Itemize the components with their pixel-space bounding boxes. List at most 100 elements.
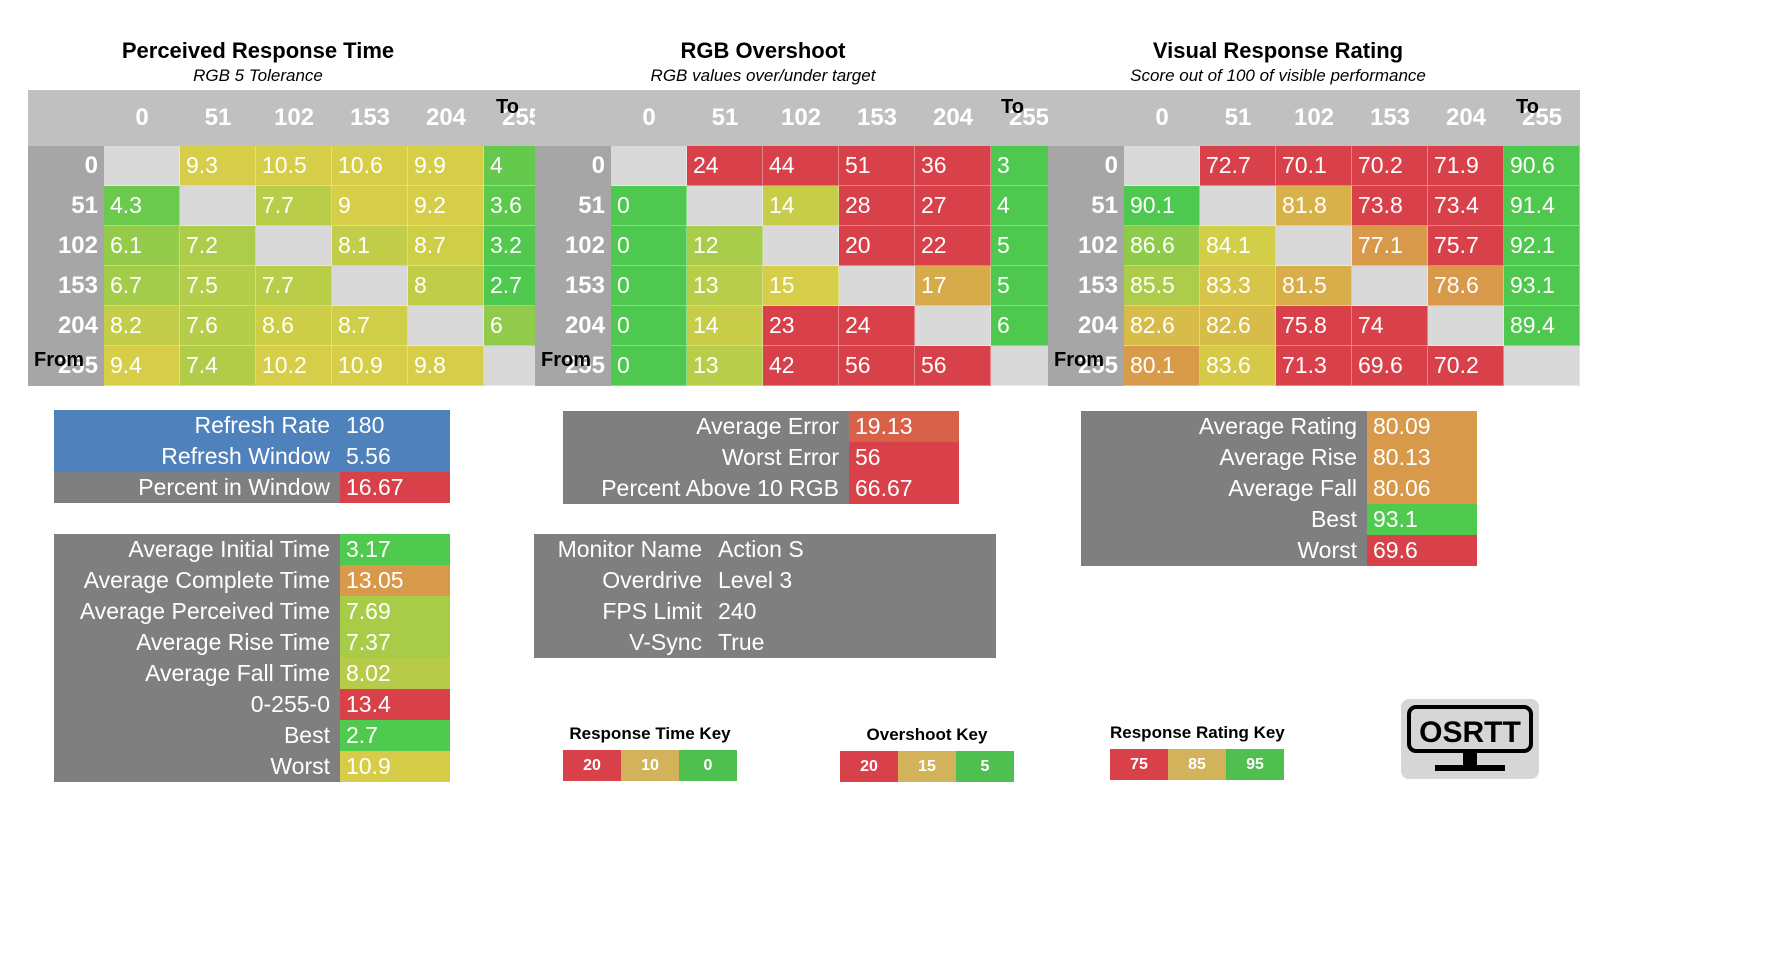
heatmap-cell: 83.3 xyxy=(1200,266,1276,306)
key-swatch: 10 xyxy=(621,750,679,781)
heatmap-cell: 91.4 xyxy=(1504,186,1580,226)
column-header: 204 xyxy=(1428,90,1504,146)
heatmap-response-time: 0 51 102 153 204 255 0 9.3 10.5 10.6 9.9 4 51 4.3 7.7 9… xyxy=(28,90,560,386)
column-header: 255 xyxy=(1504,90,1580,146)
heatmap-cell: 15 xyxy=(763,266,839,306)
heatmap-cell: 7.4 xyxy=(180,346,256,386)
heatmap-cell: 77.1 xyxy=(1352,226,1428,266)
rating-stat-label: Average Fall xyxy=(1081,473,1367,504)
grid-corner xyxy=(28,90,104,146)
heatmap-cell: 8 xyxy=(408,266,484,306)
diagonal-cell xyxy=(1200,186,1276,226)
rating-stat-label: Average Rating xyxy=(1081,411,1367,442)
column-header: 0 xyxy=(1124,90,1200,146)
column-header: 204 xyxy=(408,90,484,146)
overshoot-key: Overshoot Key 20 15 5 xyxy=(840,725,1014,782)
response-stat-row: Average Initial Time 3.17 xyxy=(54,534,450,565)
response-rating-key: Response Rating Key 75 85 95 xyxy=(1110,723,1285,780)
diagonal-cell xyxy=(104,146,180,186)
key-swatch: 95 xyxy=(1226,749,1284,780)
monitor-info-value: Action S xyxy=(712,534,996,565)
from-label: From xyxy=(541,349,591,371)
to-label: To xyxy=(1516,96,1539,118)
refresh-rate-table: Refresh Rate 180 Refresh Window 5.56 Percent… xyxy=(54,410,450,503)
chart-subtitle-overshoot: RGB values over/under target xyxy=(650,66,876,85)
row-header: 255 xyxy=(1048,346,1124,386)
diagonal-cell xyxy=(915,306,991,346)
heatmap-cell: 17 xyxy=(915,266,991,306)
row-header: 51 xyxy=(535,186,611,226)
refresh-label: Refresh Rate xyxy=(54,410,340,441)
heatmap-cell: 85.5 xyxy=(1124,266,1200,306)
rating-stat-row: Average Rating 80.09 xyxy=(1081,411,1477,442)
rating-stat-value: 69.6 xyxy=(1367,535,1477,566)
grid-corner xyxy=(535,90,611,146)
heatmap-cell: 0 xyxy=(611,226,687,266)
rating-stat-value: 80.09 xyxy=(1367,411,1477,442)
monitor-info-label: V-Sync xyxy=(534,627,712,658)
column-header: 0 xyxy=(611,90,687,146)
column-header: 51 xyxy=(180,90,256,146)
rating-stat-label: Average Rise xyxy=(1081,442,1367,473)
from-label: From xyxy=(34,349,84,371)
heatmap-cell: 75.7 xyxy=(1428,226,1504,266)
diagonal-cell xyxy=(408,306,484,346)
response-stat-row: Best 2.7 xyxy=(54,720,450,751)
heatmap-cell: 7.6 xyxy=(180,306,256,346)
row-header: 0 xyxy=(28,146,104,186)
key-title: Overshoot Key xyxy=(866,725,988,744)
key-swatch: 0 xyxy=(679,750,737,781)
heatmap-cell: 73.8 xyxy=(1352,186,1428,226)
rating-stat-value: 80.13 xyxy=(1367,442,1477,473)
monitor-info-label: FPS Limit xyxy=(534,596,712,627)
chart-title-rating: Visual Response Rating xyxy=(1152,38,1404,63)
column-header: 153 xyxy=(839,90,915,146)
heatmap-cell: 10.5 xyxy=(256,146,332,186)
response-stat-value: 7.69 xyxy=(340,596,450,627)
refresh-value: 5.56 xyxy=(340,441,450,472)
response-stat-row: Average Complete Time 13.05 xyxy=(54,565,450,596)
heatmap-cell: 90.1 xyxy=(1124,186,1200,226)
heatmap-cell: 9 xyxy=(332,186,408,226)
overshoot-stat-row: Worst Error 56 xyxy=(563,442,959,473)
row-header: 102 xyxy=(1048,226,1124,266)
response-stat-value: 3.17 xyxy=(340,534,450,565)
diagonal-cell xyxy=(1124,146,1200,186)
heatmap-cell: 7.7 xyxy=(256,186,332,226)
row-header: 0 xyxy=(1048,146,1124,186)
heatmap-cell: 83.6 xyxy=(1200,346,1276,386)
overshoot-stat-row: Percent Above 10 RGB 66.67 xyxy=(563,473,959,504)
row-header: 51 xyxy=(28,186,104,226)
heatmap-cell: 9.2 xyxy=(408,186,484,226)
refresh-label: Refresh Window xyxy=(54,441,340,472)
diagonal-cell xyxy=(611,146,687,186)
column-header: 0 xyxy=(104,90,180,146)
rating-stats-table: Average Rating 80.09 Average Rise 80.13 Aver… xyxy=(1081,411,1477,566)
row-header: 0 xyxy=(535,146,611,186)
heatmap-cell: 81.8 xyxy=(1276,186,1352,226)
heatmap-cell: 69.6 xyxy=(1352,346,1428,386)
response-stat-row: Average Rise Time 7.37 xyxy=(54,627,450,658)
heatmap-cell: 81.5 xyxy=(1276,266,1352,306)
heatmap-cell: 8.6 xyxy=(256,306,332,346)
heatmap-cell: 82.6 xyxy=(1200,306,1276,346)
diagonal-cell xyxy=(1352,266,1428,306)
heatmap-cell: 92.1 xyxy=(1504,226,1580,266)
column-header: 204 xyxy=(915,90,991,146)
heatmap-cell: 82.6 xyxy=(1124,306,1200,346)
rating-stat-value: 80.06 xyxy=(1367,473,1477,504)
diagonal-cell xyxy=(1276,226,1352,266)
rating-stat-row: Average Fall 80.06 xyxy=(1081,473,1477,504)
heatmap-cell: 70.2 xyxy=(1428,346,1504,386)
response-stat-label: Best xyxy=(54,720,340,751)
rating-stat-row: Average Rise 80.13 xyxy=(1081,442,1477,473)
heatmap-cell: 78.6 xyxy=(1428,266,1504,306)
heatmap-cell: 7.7 xyxy=(256,266,332,306)
heatmap-cell: 23 xyxy=(763,306,839,346)
rating-stat-row: Best 93.1 xyxy=(1081,504,1477,535)
column-header: 102 xyxy=(1276,90,1352,146)
column-header: 51 xyxy=(1200,90,1276,146)
grid-corner xyxy=(1048,90,1124,146)
heatmap-cell: 0 xyxy=(611,266,687,306)
heatmap-cell: 9.4 xyxy=(104,346,180,386)
